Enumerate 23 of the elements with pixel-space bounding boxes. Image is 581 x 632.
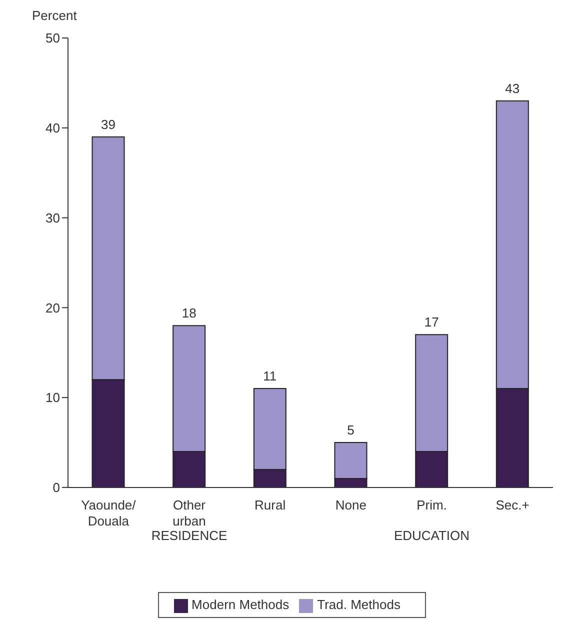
y-tick-label: 40	[46, 120, 60, 136]
total-label: 17	[424, 314, 439, 330]
x-tick-label: Sec.+	[496, 497, 530, 512]
y-tick-label: 0	[52, 480, 60, 496]
y-tick-label: 30	[46, 210, 60, 226]
total-label: 11	[263, 368, 277, 384]
x-tick-label: None	[335, 497, 366, 512]
text: EDUCATION	[392, 528, 471, 543]
x-tick-label: Prim.	[416, 497, 447, 512]
y-tick-label: 10	[46, 390, 60, 406]
x-tick-label: Rural	[254, 497, 286, 512]
total-label: 5	[347, 422, 354, 438]
total-label: 39	[101, 116, 116, 132]
y-axis-title: Percent	[32, 8, 78, 25]
x-tick-label: Yaounde/ Douala	[81, 497, 136, 528]
legend-label: Modern Methods	[192, 597, 290, 612]
y-tick-label: 20	[46, 300, 60, 316]
legend-label: Trad. Methods	[317, 597, 400, 612]
total-label: 43	[505, 80, 520, 96]
y-tick-label: 50	[46, 30, 60, 46]
x-tick-label: Other urban	[172, 497, 206, 528]
total-label: 18	[182, 306, 196, 321]
text: RESIDENCE	[150, 528, 228, 543]
